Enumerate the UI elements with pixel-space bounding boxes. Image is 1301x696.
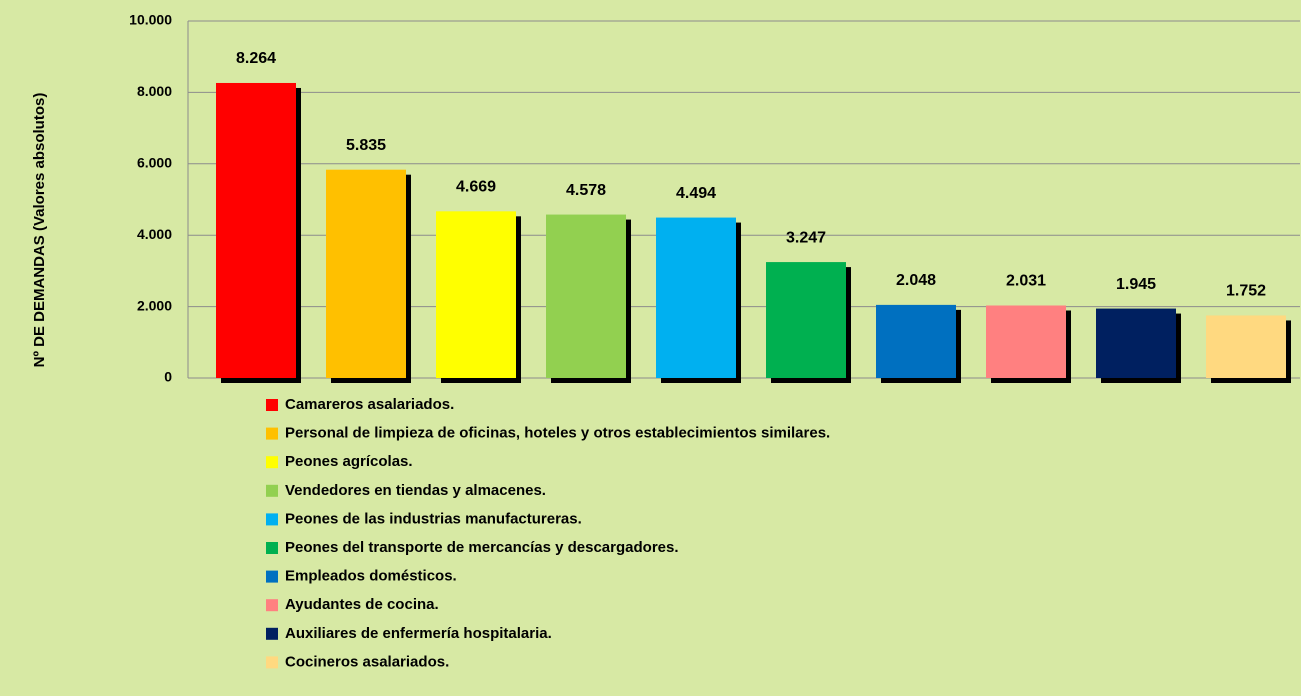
value-label: 3.247 [786, 229, 826, 246]
value-label: 5.835 [346, 137, 386, 154]
legend-label: Empleados domésticos. [285, 568, 457, 585]
legend-label: Cocineros asalariados. [285, 653, 449, 670]
legend-swatch [266, 570, 278, 583]
value-label: 1.752 [1226, 283, 1266, 300]
bar [656, 217, 736, 378]
value-label: 4.494 [676, 185, 716, 202]
value-label: 2.031 [1006, 273, 1046, 290]
value-label: 8.264 [236, 50, 276, 67]
bar [766, 262, 846, 378]
bar [326, 169, 406, 378]
y-tick-label: 8.000 [137, 83, 172, 99]
value-label: 4.578 [566, 182, 606, 199]
y-tick-label: 2.000 [137, 297, 172, 313]
y-tick-label: 6.000 [137, 155, 172, 171]
value-label: 2.048 [896, 272, 936, 289]
legend-swatch [266, 513, 278, 526]
legend-label: Ayudantes de cocina. [285, 596, 439, 613]
legend-swatch [266, 484, 278, 497]
bar [216, 82, 296, 379]
y-tick-label: 10.000 [129, 12, 172, 28]
legend-swatch [266, 656, 278, 669]
legend-swatch [266, 627, 278, 640]
legend-label: Peones del transporte de mercancías y de… [285, 539, 679, 556]
bar [986, 305, 1066, 378]
bar [876, 304, 956, 378]
legend-swatch [266, 542, 278, 554]
y-axis-label: Nº DE DEMANDAS (Valores absolutos) [31, 93, 48, 368]
y-tick-label: 0 [164, 369, 172, 385]
bar [436, 211, 516, 378]
legend-swatch [266, 427, 278, 440]
legend-label: Camareros asalariados. [285, 396, 454, 413]
value-label: 1.945 [1116, 276, 1156, 293]
legend-label: Auxiliares de enfermería hospitalaria. [285, 625, 552, 642]
legend-swatch [266, 399, 278, 411]
bar [1206, 315, 1286, 378]
bar [1096, 308, 1176, 378]
legend-label: Peones agrícolas. [285, 453, 413, 470]
legend-label: Personal de limpieza de oficinas, hotele… [285, 425, 830, 442]
legend-swatch [266, 456, 278, 469]
legend-swatch [266, 599, 278, 612]
value-label: 4.669 [456, 179, 496, 196]
legend-label: Peones de las industrias manufactureras. [285, 510, 582, 527]
y-tick-label: 4.000 [137, 226, 172, 242]
legend-label: Vendedores en tiendas y almacenes. [285, 482, 546, 499]
bar [546, 214, 626, 378]
